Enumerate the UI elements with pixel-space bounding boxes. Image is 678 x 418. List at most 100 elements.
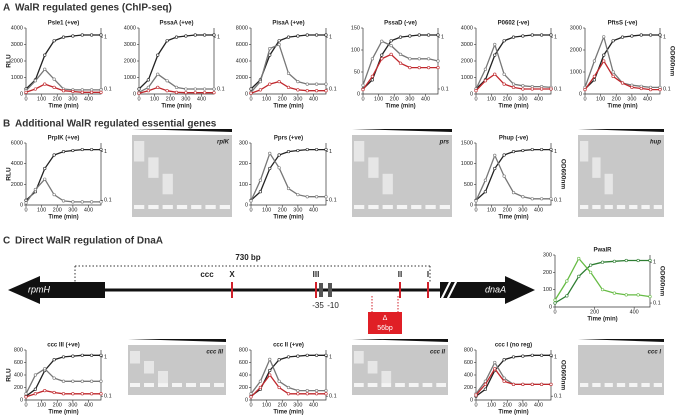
data-point <box>483 190 487 194</box>
gene-label: rpmH <box>28 284 50 294</box>
y2-tick-label: 1 <box>653 260 656 266</box>
gel-band <box>368 205 379 209</box>
x-tick-label: 300 <box>68 207 77 213</box>
data-point <box>624 258 628 263</box>
data-point <box>583 87 587 92</box>
data-point <box>296 80 300 84</box>
data-point <box>24 201 28 205</box>
data-point <box>249 199 253 203</box>
data-point <box>80 33 84 37</box>
gel-band <box>354 351 364 364</box>
data-point <box>493 153 497 157</box>
y2-tick-label: 1 <box>554 35 557 41</box>
x-axis-label: Time (min) <box>48 104 78 110</box>
data-point <box>474 89 478 93</box>
y-tick-label: 0 <box>20 397 23 403</box>
data-point <box>511 85 516 89</box>
gel-band <box>162 173 173 195</box>
series-line <box>362 53 438 90</box>
gel-band <box>130 383 140 387</box>
gene-diagram: 730 bp ccc X III II I -35 -10 Δ 56bp rpm… <box>8 253 535 334</box>
data-point <box>52 376 56 380</box>
data-point <box>184 87 188 91</box>
data-point <box>43 177 47 181</box>
data-point <box>521 382 525 386</box>
series-line <box>584 34 660 90</box>
gel-wedge <box>132 129 232 132</box>
series-line <box>475 354 551 397</box>
x-tick-label: 200 <box>166 96 175 102</box>
x-tick-label: 0 <box>24 402 27 408</box>
data-point <box>268 82 272 86</box>
axis-frame <box>25 143 102 206</box>
data-point <box>474 199 478 203</box>
data-point <box>305 389 309 393</box>
x-tick-label: 0 <box>583 96 586 102</box>
y2-axis-label: OD600nm <box>559 159 566 190</box>
data-point <box>540 353 544 357</box>
y-tick-label: 800 <box>14 347 23 353</box>
data-point <box>315 89 319 93</box>
x-axis-label: Time (min) <box>385 104 415 110</box>
gel-band <box>580 383 589 387</box>
y2-tick-label: 0.1 <box>329 198 337 204</box>
data-point <box>80 147 84 152</box>
x-tick-label: 400 <box>309 207 318 213</box>
series-line <box>475 361 551 395</box>
gel-label: ccc I <box>648 350 662 356</box>
y-tick-label: 3000 <box>11 42 23 48</box>
data-point <box>277 153 281 157</box>
data-point <box>277 379 281 383</box>
data-point <box>24 90 28 94</box>
section-title: WalR regulated genes (ChIP-seq) <box>15 3 172 14</box>
y-tick-label: 0 <box>20 91 23 97</box>
gel-band <box>381 371 392 384</box>
y-tick-label: 0 <box>357 91 360 97</box>
y2-axis-label: OD600nm <box>668 46 675 77</box>
series-line <box>475 367 551 396</box>
y-tick-label: 1000 <box>461 75 473 81</box>
data-point <box>521 195 525 199</box>
data-point <box>639 86 643 91</box>
data-point <box>52 77 56 81</box>
y-tick-label: 100 <box>351 47 360 53</box>
gel-band <box>354 383 364 387</box>
data-point <box>549 382 553 386</box>
data-point <box>286 385 291 390</box>
data-point <box>90 392 94 396</box>
data-point <box>612 291 616 295</box>
data-point <box>296 34 300 38</box>
y2-tick-label: 0.1 <box>329 86 337 92</box>
gel-band <box>368 157 379 178</box>
gel-band <box>396 205 408 209</box>
gel-label: ccc II <box>430 350 445 356</box>
y-tick-label: 8000 <box>236 25 248 31</box>
data-point <box>43 367 47 371</box>
gel-band <box>653 383 662 387</box>
y-tick-label: 2000 <box>236 75 248 81</box>
gel-band <box>641 383 650 387</box>
axis-frame <box>250 143 327 206</box>
x-tick-label: 300 <box>518 207 527 213</box>
data-point <box>71 392 75 396</box>
data-point <box>296 148 300 153</box>
y2-tick-label: 0.1 <box>217 86 225 92</box>
data-point <box>315 82 319 86</box>
data-point <box>361 87 365 92</box>
x-axis-label: Time (min) <box>48 410 78 416</box>
data-point <box>530 353 534 357</box>
data-point <box>315 392 319 396</box>
data-point <box>380 39 384 43</box>
data-point <box>521 87 525 91</box>
x-tick-label: 300 <box>518 402 527 408</box>
y2-tick-label: 1 <box>441 35 444 41</box>
x-tick-label: 400 <box>534 207 543 213</box>
data-point <box>549 353 553 357</box>
data-point <box>268 166 272 171</box>
data-point <box>511 355 516 359</box>
data-point <box>324 82 328 86</box>
data-point <box>577 256 581 261</box>
data-point <box>540 197 544 201</box>
data-point <box>521 34 525 38</box>
data-point <box>277 166 281 170</box>
